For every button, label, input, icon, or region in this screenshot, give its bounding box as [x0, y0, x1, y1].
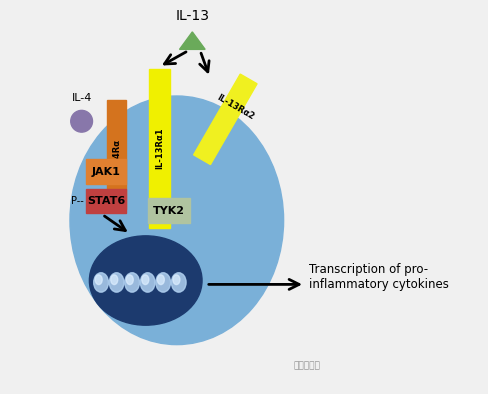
- Ellipse shape: [109, 273, 124, 292]
- Bar: [149, 69, 170, 228]
- Ellipse shape: [125, 273, 140, 292]
- Circle shape: [71, 110, 93, 132]
- Ellipse shape: [173, 275, 180, 284]
- Ellipse shape: [171, 273, 186, 292]
- Ellipse shape: [70, 96, 284, 345]
- Text: 凯琅英药闻: 凯琅英药闻: [293, 361, 320, 370]
- Text: IL-4Rα: IL-4Rα: [112, 139, 121, 169]
- Ellipse shape: [156, 273, 171, 292]
- Ellipse shape: [157, 275, 164, 284]
- Text: Transcription of pro-
inflammatory cytokines: Transcription of pro- inflammatory cytok…: [309, 263, 449, 291]
- Ellipse shape: [111, 275, 118, 284]
- Polygon shape: [194, 74, 257, 165]
- Polygon shape: [180, 32, 205, 49]
- Ellipse shape: [140, 273, 155, 292]
- Text: IL-4: IL-4: [72, 93, 92, 102]
- Bar: [148, 198, 190, 223]
- Bar: [86, 159, 126, 184]
- Ellipse shape: [142, 275, 149, 284]
- Ellipse shape: [126, 275, 133, 284]
- Bar: [86, 189, 126, 212]
- Text: IL-13Rα1: IL-13Rα1: [155, 128, 164, 169]
- Text: IL-13Rα2: IL-13Rα2: [215, 93, 255, 122]
- Text: STAT6: STAT6: [87, 196, 125, 206]
- Bar: [107, 100, 126, 209]
- Ellipse shape: [94, 273, 108, 292]
- Text: IL-13: IL-13: [175, 9, 209, 23]
- Text: TYK2: TYK2: [153, 206, 185, 216]
- Text: P--: P--: [71, 196, 84, 206]
- Ellipse shape: [95, 275, 102, 284]
- Ellipse shape: [89, 236, 202, 325]
- Text: JAK1: JAK1: [92, 167, 121, 177]
